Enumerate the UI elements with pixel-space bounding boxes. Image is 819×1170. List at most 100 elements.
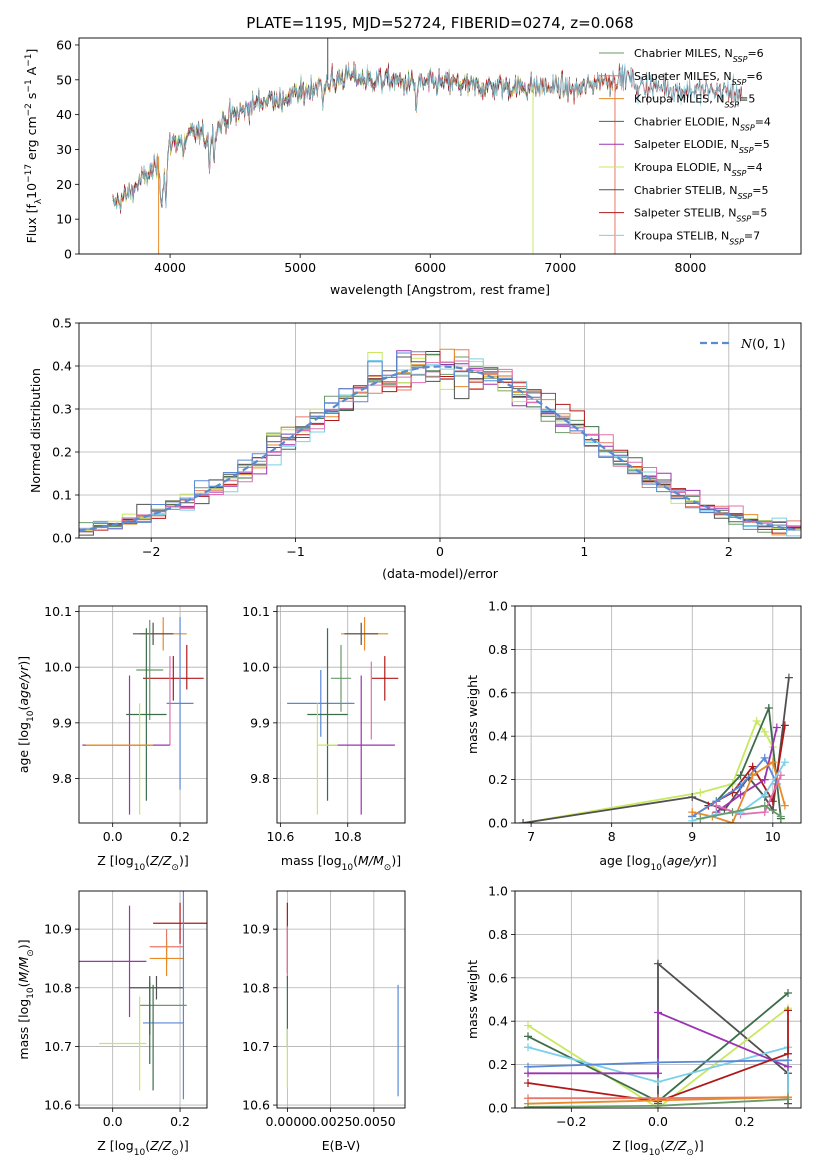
weight-marker [688, 816, 697, 823]
y-tick-label: 0.2 [52, 445, 72, 460]
residuals-panel: −2 −1 0 1 2 0.0 0.1 0.2 0.3 0.4 0.5 (data-model)/er… [28, 316, 802, 581]
weight-marker [768, 758, 777, 767]
legend-label: Kroupa MILES, NSSP=5 [634, 93, 755, 110]
x-tick-label: −0.2 [556, 1114, 586, 1129]
x-tick-label: 2 [725, 544, 733, 559]
axes-frame [514, 605, 802, 824]
weight-marker [524, 1043, 532, 1052]
y-tick-label: 0.6 [488, 970, 508, 985]
histogram-blue [79, 351, 801, 533]
axes-frame [514, 890, 802, 1109]
y-tick-label: 30 [56, 142, 72, 157]
histogram-pink [79, 360, 801, 530]
axes-frame [276, 605, 406, 824]
legend-label: Chabrier ELODIE, NSSP=4 [634, 115, 771, 131]
weight-series-kroupa_elodie [522, 719, 774, 823]
weight-marker [764, 703, 773, 712]
weight-marker [736, 790, 745, 799]
x-tick-label: 0.2 [170, 1114, 190, 1129]
x-tick-label: 7000 [544, 260, 576, 275]
weight-marker [736, 771, 745, 780]
weight-marker [748, 771, 757, 780]
y-tick-label: 10.8 [44, 980, 72, 995]
normal-curve [79, 365, 799, 532]
x-tick-label: 5000 [284, 260, 316, 275]
weight-marker [784, 673, 793, 682]
y-tick-label: 0 [64, 247, 72, 262]
x-tick-label: −1 [286, 544, 304, 559]
age_vs_mass-panel: 10.6 10.8 9.8 9.9 10.0 10.1 mass [log10(M/M⊙)] [242, 604, 406, 873]
weight-marker [654, 1069, 662, 1078]
x-tick-label: 8000 [675, 260, 707, 275]
mass_vs_Z-xlabel: Z [log10(Z/Z⊙)] [97, 1138, 188, 1158]
weight-marker [760, 753, 769, 762]
weight-marker [784, 1095, 792, 1104]
x-tick-label: 0.0 [103, 1114, 123, 1129]
weight-marker [524, 1062, 532, 1071]
y-tick-label: 0.8 [488, 927, 508, 942]
y-tick-label: 10.1 [44, 604, 72, 619]
y-tick-label: 0.6 [488, 685, 508, 700]
mass_vs_EBV-panel: 0.0000 0.0025 0.0050 10.6 10.7 10.8 10.9 E(B-V) [242, 890, 406, 1153]
weight-marker [736, 782, 745, 791]
weight-marker [728, 808, 737, 817]
y-tick-label: 0.4 [488, 1014, 508, 1029]
weight-marker [524, 1079, 532, 1088]
x-tick-label: 0.0050 [352, 1114, 396, 1129]
histogram-salpeter_stelib [79, 351, 801, 534]
y-tick-label: 10 [56, 212, 72, 227]
weight-series-chabrier_miles [700, 804, 782, 820]
weight-marker [688, 808, 697, 817]
y-tick-label: 10.0 [44, 660, 72, 675]
y-tick-label: 10.9 [242, 922, 270, 937]
weight_vs_Z-panel: −0.2 0.0 0.2 0.0 0.2 0.4 0.6 0.8 1.0 Z [log10(Z/Z… [465, 884, 802, 1158]
age_vs_mass-xlabel: mass [log10(M/M⊙)] [281, 853, 401, 873]
y-tick-label: 10.0 [242, 660, 270, 675]
weight-marker [712, 801, 721, 810]
axes-frame [78, 605, 208, 824]
y-tick-label: 9.8 [52, 771, 72, 786]
age_vs_Z-panel: 0.0 0.2 9.8 9.9 10.0 10.1 Z [log10(Z/Z⊙)] age [… [16, 604, 208, 873]
spectrum-panel: 4000 5000 6000 7000 8000 0 10 20 30 40 50 60 PLATE=1… [24, 14, 802, 297]
y-tick-label: 1.0 [488, 884, 508, 899]
y-tick-label: 9.9 [52, 715, 72, 730]
weight-marker [654, 1101, 662, 1108]
weight-marker [519, 819, 528, 823]
weight_vs_Z-ylabel: mass weight [465, 960, 480, 1039]
axes-frame [78, 890, 208, 1109]
weight_vs_Z-xlabel: Z [log10(Z/Z⊙)] [612, 1138, 703, 1158]
weight-series-salpeter_stelib [527, 1010, 789, 1103]
x-tick-label: 0.0 [648, 1114, 668, 1129]
spectrum-title: PLATE=1195, MJD=52724, FIBERID=0274, z=0… [246, 14, 633, 32]
weight-marker [760, 790, 769, 799]
x-tick-label: 10 [765, 829, 781, 844]
legend-label: Salpeter MILES, NSSP=6 [634, 70, 763, 87]
weight-marker [654, 1008, 662, 1017]
spectrum-xlabel: wavelength [Angstrom, rest frame] [330, 282, 550, 297]
axes-frame [78, 37, 802, 255]
x-tick-label: 9 [688, 829, 696, 844]
y-tick-label: 0.2 [488, 772, 508, 787]
weight_vs_age-xlabel: age [log10(age/yr)] [599, 853, 716, 873]
y-tick-label: 10.9 [44, 922, 72, 937]
weight-marker [654, 1077, 662, 1086]
y-tick-label: 60 [56, 37, 72, 52]
weight-marker [784, 1049, 792, 1058]
y-tick-label: 10.6 [44, 1098, 72, 1113]
x-tick-label: 0.0 [103, 829, 123, 844]
weight-marker [728, 819, 737, 823]
spectrum-legend: Chabrier MILES, NSSP=6 Salpeter MILES, NS… [599, 47, 771, 246]
weight-marker [688, 792, 697, 801]
legend-label: Salpeter STELIB, NSSP=5 [634, 207, 767, 224]
y-tick-label: 0.3 [52, 402, 72, 417]
legend-label: Chabrier STELIB, NSSP=5 [634, 184, 768, 201]
y-tick-label: 0.8 [488, 642, 508, 657]
x-tick-label: 0.2 [735, 1114, 755, 1129]
y-tick-label: 0.4 [488, 729, 508, 744]
weight-series-chabrier_stelib [657, 961, 789, 1104]
axes-frame [276, 890, 406, 1109]
weight-marker [784, 988, 792, 997]
y-tick-label: 0.5 [52, 316, 72, 331]
mass_vs_Z-panel: 0.0 0.2 10.6 10.7 10.8 10.9 Z [log10(Z/Z⊙)] mas… [16, 890, 208, 1158]
